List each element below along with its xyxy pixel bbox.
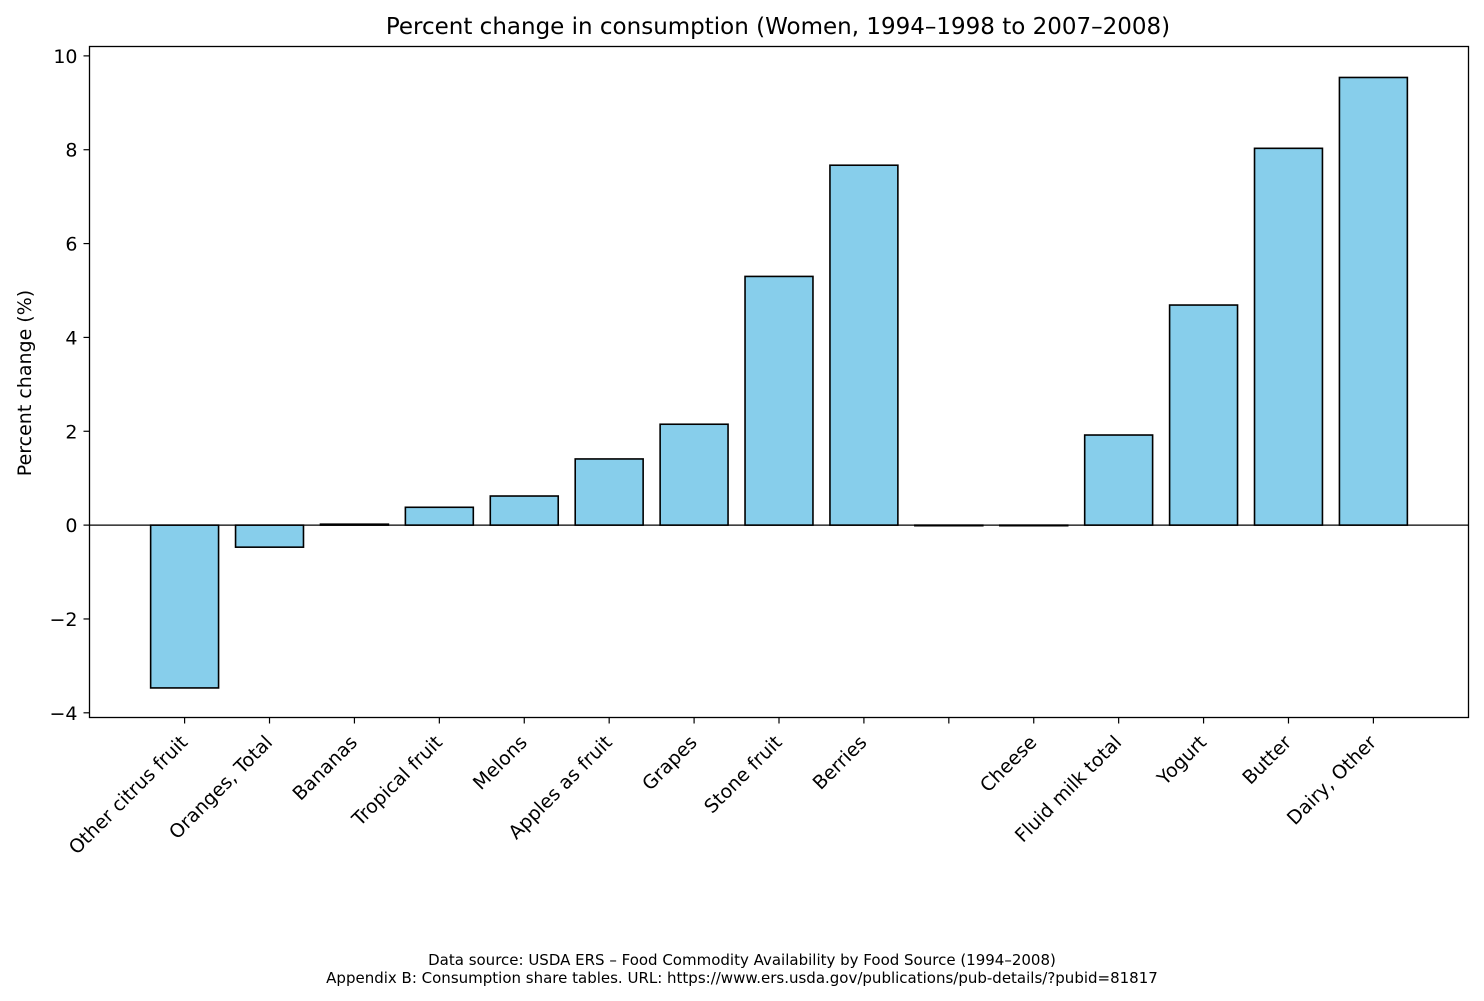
y-tick-label: −2 [49, 609, 77, 631]
bar [1168, 304, 1239, 526]
footer-source-line: Data source: USDA ERS – Food Commodity A… [428, 951, 1056, 969]
bars-group [149, 76, 1409, 689]
bar [659, 423, 729, 526]
bar [1083, 434, 1154, 526]
footer-appendix-line: Appendix B: Consumption share tables. UR… [326, 969, 1158, 987]
x-tick-label: Berries [809, 731, 872, 794]
x-tick-label: Grapes [638, 731, 702, 795]
x-tick-label: Yogurt [1152, 731, 1211, 790]
y-tick-label: 0 [65, 515, 77, 537]
bar [574, 458, 644, 526]
y-tick-label: 2 [65, 421, 77, 443]
x-tick-label: Other citrus fruit [65, 731, 192, 858]
x-tick-label: Tropical fruit [347, 731, 447, 831]
x-tick-label: Dairy, Other [1283, 731, 1381, 829]
x-tick-label: Bananas [288, 731, 362, 805]
x-tick-label: Melons [469, 731, 532, 794]
bar [489, 495, 560, 526]
y-tick-label: 6 [65, 234, 77, 256]
bar [234, 524, 305, 548]
y-axis-label: Percent change (%) [14, 290, 36, 476]
bar [1338, 76, 1409, 526]
x-tick-label: Cheese [976, 731, 1041, 796]
y-ticks-group: −4 −2 0 2 4 6 8 10 [49, 46, 90, 725]
y-tick-label: 4 [65, 327, 77, 349]
x-tick-label: Butter [1238, 731, 1296, 789]
bar [744, 275, 814, 526]
chart-title: Percent change in consumption (Women, 19… [386, 14, 1170, 40]
x-tick-label: Stone fruit [700, 731, 786, 817]
bar [829, 164, 899, 526]
bar [404, 506, 475, 526]
y-tick-label: −4 [49, 703, 77, 725]
bar [149, 524, 220, 689]
y-tick-label: 10 [53, 46, 77, 68]
plot-frame [88, 45, 1470, 719]
bar [1253, 147, 1324, 526]
y-tick-label: 8 [65, 140, 77, 162]
